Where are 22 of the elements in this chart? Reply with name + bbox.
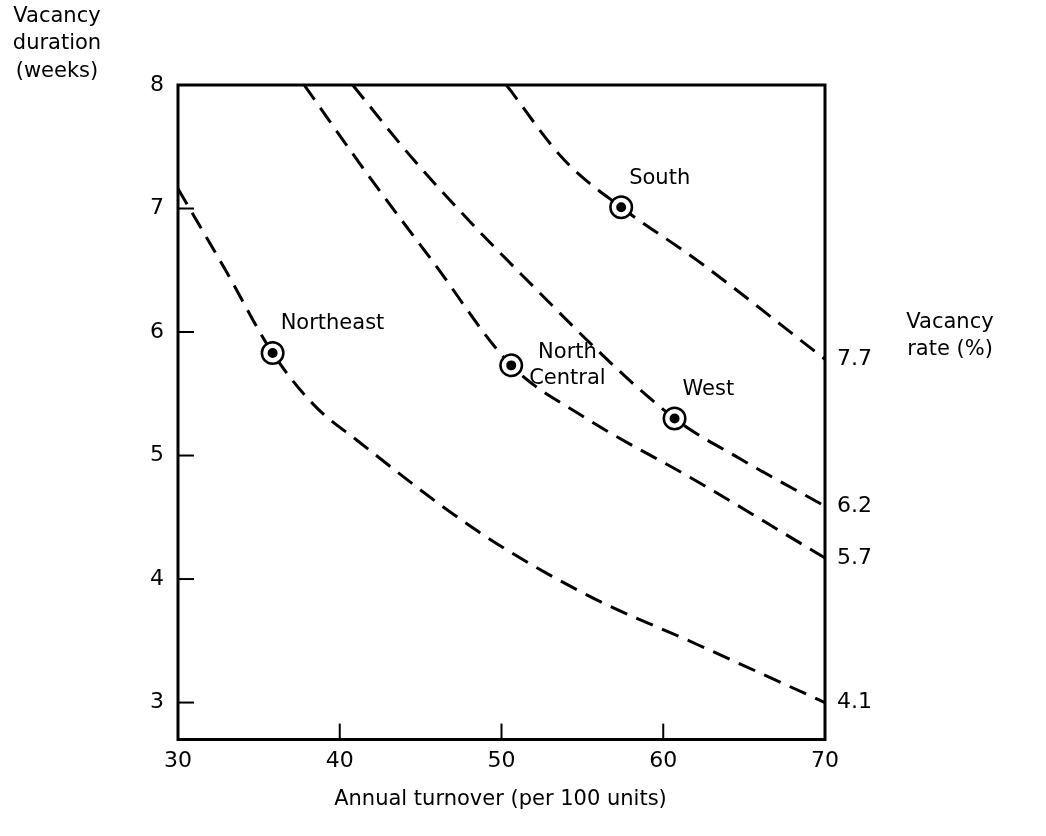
- series-label: 7.7: [837, 344, 872, 370]
- annotation: North Central: [529, 338, 606, 389]
- annotation: Northeast: [280, 310, 385, 335]
- series-label: 6.2: [837, 491, 872, 517]
- x-axis-title: Annual turnover (per 100 units): [333, 785, 668, 812]
- series-label: 5.7: [837, 543, 872, 569]
- y2-axis-title: Vacancy rate (%): [905, 308, 995, 363]
- y-tick-label: 5: [150, 441, 164, 467]
- x-tick-label: 30: [164, 746, 192, 772]
- x-tick-label: 60: [649, 746, 678, 772]
- x-tick-label: 40: [325, 746, 354, 772]
- annotation: South: [629, 164, 691, 189]
- y-tick-label: 4: [150, 564, 164, 590]
- x-tick-label: 50: [487, 746, 516, 772]
- y-axis-title: Vacancy duration (weeks): [11, 2, 103, 84]
- y-tick-label: 3: [150, 688, 164, 714]
- annotation: West: [682, 375, 735, 400]
- y-tick-label: 7: [150, 194, 164, 220]
- y-tick-label: 8: [150, 70, 164, 96]
- y-tick-label: 6: [150, 317, 164, 343]
- series-label: 4.1: [837, 688, 872, 714]
- x-tick-label: 70: [811, 746, 839, 772]
